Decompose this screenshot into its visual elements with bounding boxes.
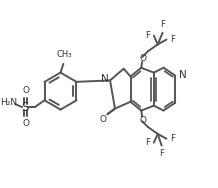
Text: H₂N: H₂N [0,98,17,107]
Text: O: O [140,116,147,125]
Text: F: F [160,20,165,29]
Text: O: O [100,115,107,124]
Text: F: F [145,138,150,147]
Text: CH₃: CH₃ [57,50,72,59]
Text: O: O [22,119,29,128]
Text: O: O [22,86,29,96]
Text: F: F [170,35,175,44]
Text: O: O [140,54,147,63]
Text: N: N [101,74,109,84]
Text: F: F [170,134,175,143]
Text: F: F [145,31,150,40]
Text: S: S [21,101,29,114]
Text: F: F [159,149,164,158]
Text: N: N [179,70,187,80]
